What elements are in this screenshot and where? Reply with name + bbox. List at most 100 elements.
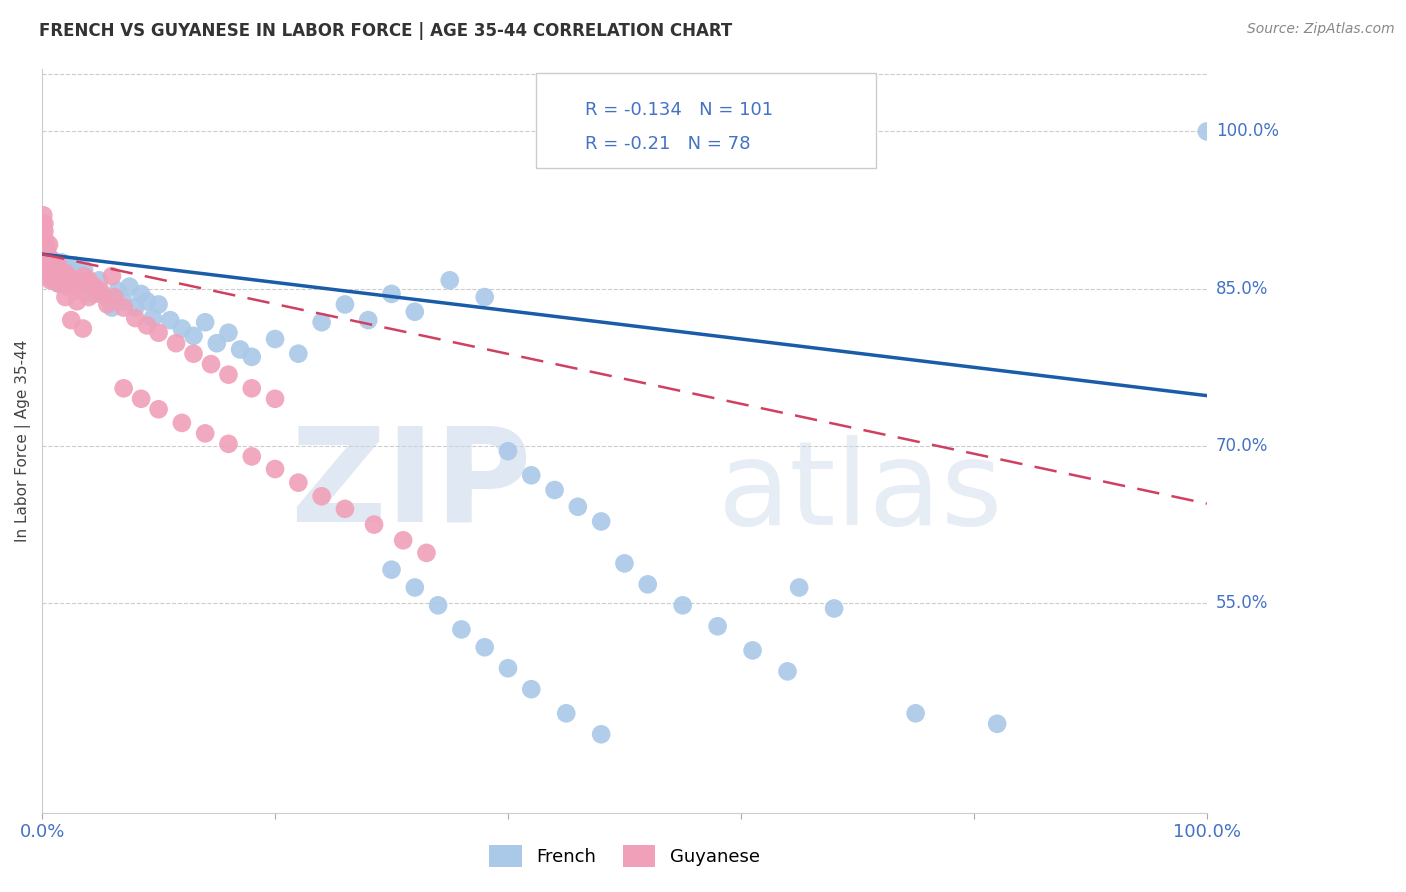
Point: [170, 416, 193, 430]
Point: [496, 661, 519, 675]
Point: [32, 260, 55, 275]
Point: [60, 271, 83, 285]
Point: [439, 273, 461, 287]
Point: [82, 287, 104, 301]
Point: [49, 269, 72, 284]
Point: [66, 294, 89, 309]
Point: [35, 245, 58, 260]
Point: [287, 347, 309, 361]
Point: [49, 269, 72, 284]
Point: [77, 273, 100, 287]
Point: [89, 273, 111, 287]
Point: [363, 517, 385, 532]
Point: [41, 262, 63, 277]
Point: [59, 273, 82, 287]
Point: [69, 269, 91, 284]
Point: [357, 313, 380, 327]
Point: [34, 250, 56, 264]
Point: [38, 237, 60, 252]
Point: [42, 273, 65, 287]
Point: [48, 262, 70, 277]
Point: [34, 255, 56, 269]
Text: atlas: atlas: [717, 435, 1002, 550]
Point: [37, 260, 59, 275]
Point: [42, 259, 65, 273]
Point: [112, 294, 135, 309]
Point: [32, 250, 55, 264]
Point: [217, 326, 239, 340]
Point: [77, 279, 100, 293]
Point: [42, 273, 65, 287]
Point: [520, 682, 543, 697]
Point: [264, 332, 287, 346]
Point: [217, 368, 239, 382]
Point: [34, 231, 56, 245]
Point: [35, 255, 58, 269]
Point: [118, 279, 141, 293]
Point: [60, 266, 83, 280]
Point: [567, 500, 589, 514]
Point: [380, 287, 402, 301]
Point: [136, 294, 159, 309]
Point: [41, 262, 63, 277]
Text: ZIP: ZIP: [290, 422, 531, 549]
Point: [73, 262, 96, 277]
Text: R = -0.21   N = 78: R = -0.21 N = 78: [585, 136, 751, 153]
Point: [333, 501, 356, 516]
Point: [415, 546, 437, 560]
Point: [35, 262, 58, 277]
Point: [555, 706, 578, 721]
Point: [1195, 124, 1218, 138]
Point: [591, 515, 613, 529]
Point: [136, 318, 159, 333]
Point: [404, 305, 426, 319]
Point: [63, 284, 86, 298]
Point: [41, 252, 63, 267]
Point: [77, 290, 100, 304]
Point: [217, 437, 239, 451]
Point: [404, 581, 426, 595]
Point: [103, 290, 125, 304]
Point: [39, 259, 62, 273]
Point: [38, 266, 60, 280]
Point: [194, 426, 217, 441]
Point: [200, 357, 222, 371]
Point: [129, 287, 152, 301]
Point: [72, 321, 94, 335]
Point: [32, 245, 55, 260]
Point: [52, 262, 75, 277]
Point: [34, 252, 56, 267]
Point: [34, 235, 56, 249]
Point: [107, 284, 129, 298]
Point: [38, 252, 60, 267]
Point: [34, 224, 56, 238]
Point: [35, 255, 58, 269]
Point: [34, 259, 56, 273]
Point: [56, 259, 79, 273]
Point: [148, 297, 170, 311]
Point: [427, 599, 450, 613]
Point: [34, 245, 56, 260]
Point: [240, 350, 263, 364]
Point: [823, 601, 845, 615]
Point: [904, 706, 927, 721]
Point: [96, 297, 118, 311]
Point: [60, 313, 83, 327]
Point: [142, 311, 165, 326]
Point: [112, 381, 135, 395]
Point: [52, 273, 75, 287]
Point: [474, 290, 496, 304]
Point: [35, 248, 58, 262]
Point: [46, 269, 69, 284]
Point: [39, 273, 62, 287]
Point: [129, 392, 152, 406]
Point: [41, 255, 63, 269]
Point: [37, 269, 59, 284]
Point: [165, 336, 187, 351]
Point: [124, 311, 146, 326]
Point: [706, 619, 728, 633]
Point: [41, 255, 63, 269]
Point: [474, 640, 496, 655]
Point: [38, 259, 60, 273]
Point: [63, 259, 86, 273]
